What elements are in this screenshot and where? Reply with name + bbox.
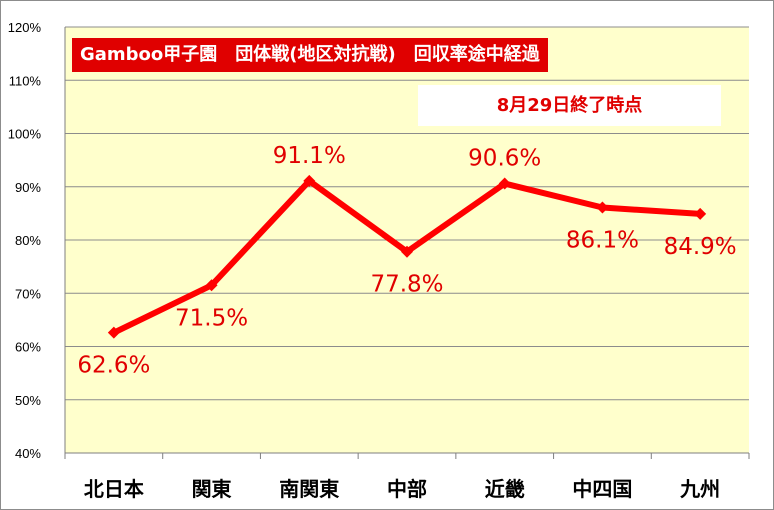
y-tick-label: 90% [15, 180, 41, 195]
x-tick-label: 近畿 [485, 477, 525, 501]
data-label: 90.6% [468, 146, 541, 172]
data-label: 77.8% [370, 272, 443, 298]
x-tick-label: 関東 [192, 477, 232, 501]
y-tick-label: 80% [15, 233, 41, 248]
data-point [694, 207, 707, 220]
x-tick-label: 南関東 [279, 477, 339, 501]
y-tick-label: 100% [8, 127, 42, 142]
y-tick-label: 120% [8, 20, 42, 35]
data-point [498, 177, 511, 190]
data-label: 62.6% [77, 353, 150, 379]
chart-subtitle: 8月29日終了時点 [418, 85, 721, 126]
x-tick-label: 北日本 [84, 477, 144, 501]
x-tick-label: 中四国 [572, 477, 632, 501]
data-label: 86.1% [566, 228, 639, 254]
data-label: 71.5% [175, 305, 248, 331]
data-point [303, 174, 316, 187]
y-tick-label: 70% [15, 286, 41, 301]
data-point [205, 279, 218, 292]
y-tick-label: 110% [9, 73, 42, 88]
y-tick-label: 60% [15, 340, 41, 355]
data-label: 91.1% [273, 143, 346, 169]
data-point [596, 201, 609, 214]
x-tick-label: 中部 [387, 477, 427, 501]
data-label: 84.9% [664, 234, 737, 260]
y-tick-label: 50% [15, 393, 41, 408]
data-point [401, 245, 413, 258]
data-point [107, 326, 120, 339]
x-tick-label: 九州 [679, 477, 720, 501]
chart-title: Gamboo甲子園 団体戦(地区対抗戦) 回収率途中経過 [72, 38, 548, 72]
y-tick-label: 40% [15, 446, 41, 461]
